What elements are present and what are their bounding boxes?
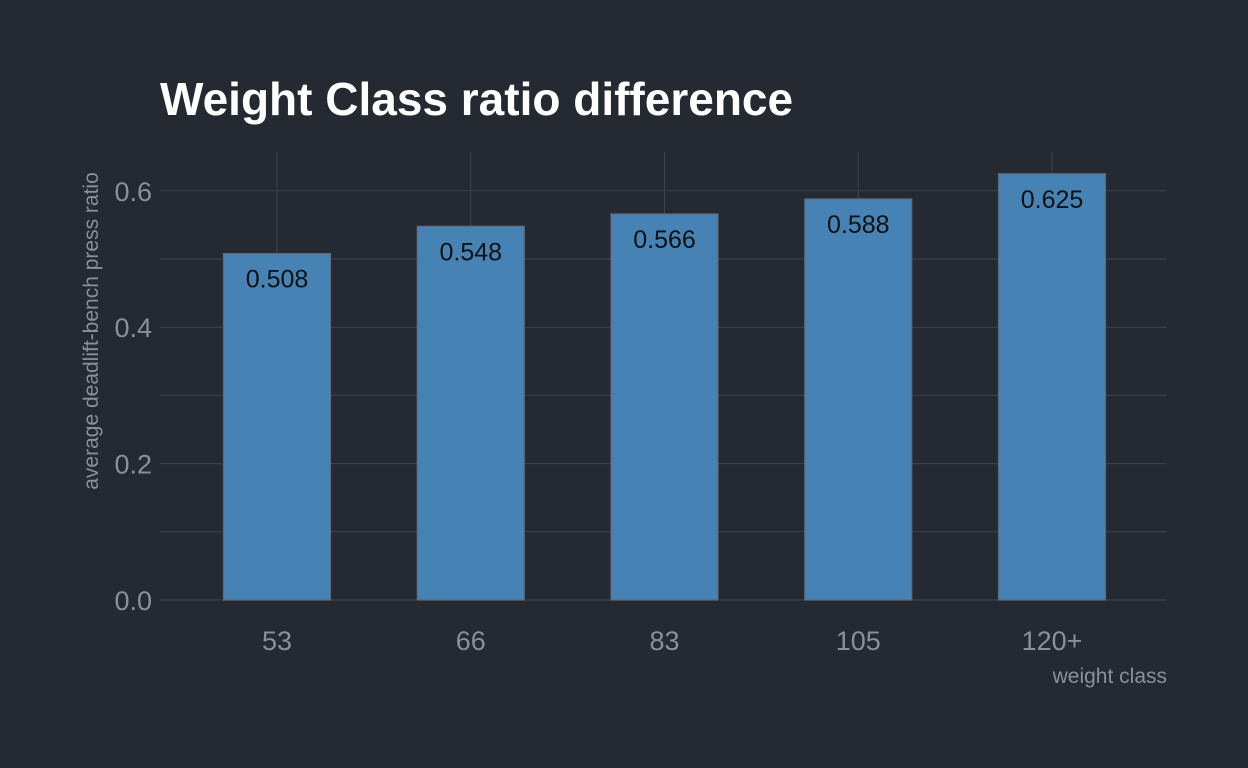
data-labels: 0.508 0.548 0.566 0.588 0.625 (246, 186, 1084, 294)
bar-53 (222, 252, 332, 601)
chart-title: Weight Class ratio difference (160, 73, 794, 125)
bar-83 (610, 213, 719, 601)
data-label-66: 0.548 (439, 238, 502, 266)
y-axis-title: average deadlift-bench press ratio (80, 172, 103, 490)
y-axis-ticks: 0.0 0.2 0.4 0.6 (114, 177, 152, 616)
x-axis-ticks: 53 66 83 105 120+ (262, 626, 1082, 656)
data-label-53: 0.508 (246, 266, 309, 294)
y-tick-label: 0.2 (114, 450, 152, 480)
y-tick-label: 0.0 (114, 586, 152, 616)
y-tick-label: 0.4 (114, 313, 152, 343)
x-tick-label: 120+ (1022, 626, 1083, 656)
x-tick-label: 83 (649, 626, 679, 656)
x-axis-title: weight class (1052, 665, 1167, 688)
data-label-120+: 0.625 (1021, 186, 1084, 214)
bars (222, 173, 1107, 601)
x-tick-label: 105 (836, 626, 881, 656)
data-label-105: 0.588 (827, 211, 890, 239)
x-tick-label: 66 (456, 626, 486, 656)
y-tick-label: 0.6 (114, 177, 152, 207)
bar-120+ (997, 173, 1107, 601)
bar-66 (416, 225, 525, 601)
x-tick-label: 53 (262, 626, 292, 656)
bar-105 (804, 198, 913, 601)
data-label-83: 0.566 (633, 226, 696, 254)
